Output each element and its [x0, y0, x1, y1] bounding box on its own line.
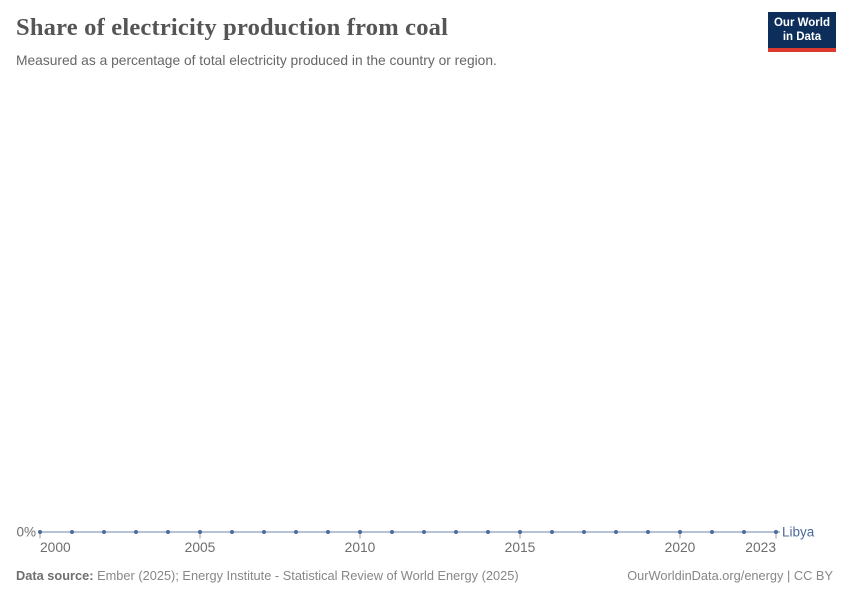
chart-footer: Data source: Ember (2025); Energy Instit… [16, 568, 833, 583]
data-source-note: Data source: Ember (2025); Energy Instit… [16, 568, 519, 583]
data-source-text: Ember (2025); Energy Institute - Statist… [93, 568, 519, 583]
data-point[interactable] [742, 530, 746, 534]
x-axis-tick-label: 2005 [185, 540, 216, 555]
x-axis-tick-label: 2020 [665, 540, 696, 555]
data-point[interactable] [198, 530, 202, 534]
data-point[interactable] [486, 530, 490, 534]
data-point[interactable] [390, 530, 394, 534]
data-point[interactable] [262, 530, 266, 534]
data-point[interactable] [358, 530, 362, 534]
entity-label-libya: Libya [782, 525, 815, 540]
x-axis-tick-label: 2023 [745, 540, 776, 555]
data-point[interactable] [582, 530, 586, 534]
x-axis-tick-label: 2015 [505, 540, 536, 555]
x-axis-tick-label: 2010 [345, 540, 376, 555]
data-point[interactable] [678, 530, 682, 534]
data-point[interactable] [166, 530, 170, 534]
data-point[interactable] [614, 530, 618, 534]
owid-url-link[interactable]: OurWorldinData.org/energy | CC BY [627, 568, 833, 583]
data-point[interactable] [230, 530, 234, 534]
data-point[interactable] [102, 530, 106, 534]
owid-logo-text: Our World in Data [773, 16, 830, 43]
page-title: Share of electricity production from coa… [16, 14, 449, 41]
x-axis-tick-label: 2000 [40, 540, 71, 555]
data-point[interactable] [134, 530, 138, 534]
data-point[interactable] [70, 530, 74, 534]
data-point[interactable] [550, 530, 554, 534]
data-point[interactable] [646, 530, 650, 534]
license-link[interactable]: OurWorldinData.org/energy | CC BY [627, 568, 833, 583]
data-point[interactable] [518, 530, 522, 534]
data-point[interactable] [710, 530, 714, 534]
data-point[interactable] [454, 530, 458, 534]
chart-subtitle: Measured as a percentage of total electr… [16, 53, 497, 68]
data-point[interactable] [326, 530, 330, 534]
data-point[interactable] [422, 530, 426, 534]
y-axis-zero-label: 0% [16, 525, 36, 540]
data-point[interactable] [38, 530, 42, 534]
data-point[interactable] [774, 530, 778, 534]
data-source-label: Data source: [16, 568, 94, 583]
data-point[interactable] [294, 530, 298, 534]
owid-logo[interactable]: Our World in Data [768, 12, 836, 52]
